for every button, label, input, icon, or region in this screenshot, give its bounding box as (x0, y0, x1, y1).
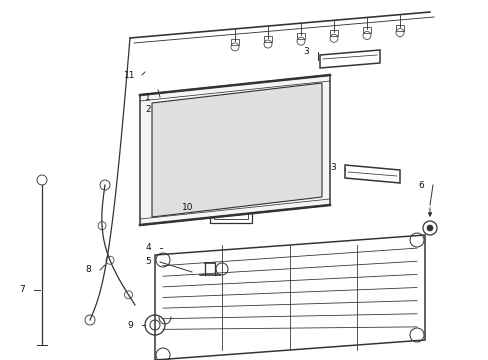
Text: 3: 3 (303, 48, 308, 57)
Bar (209, 195, 251, 223)
Text: 3: 3 (329, 163, 335, 172)
Text: 5: 5 (145, 257, 151, 266)
Text: 11: 11 (124, 71, 136, 80)
Text: 8: 8 (85, 266, 91, 274)
Bar (296, 33, 305, 39)
Bar (264, 36, 271, 42)
Text: 9: 9 (127, 320, 133, 329)
Polygon shape (140, 75, 329, 225)
Text: 1: 1 (145, 93, 151, 102)
Polygon shape (152, 83, 321, 217)
Text: 2: 2 (145, 105, 150, 114)
Bar (362, 27, 370, 33)
Text: 6: 6 (417, 180, 423, 189)
Text: 10: 10 (182, 202, 193, 211)
Bar (395, 24, 403, 31)
Bar (329, 30, 337, 36)
Circle shape (426, 225, 432, 231)
Text: 7: 7 (19, 285, 25, 294)
Bar (230, 39, 239, 45)
Bar (214, 199, 247, 219)
Text: 4: 4 (145, 243, 150, 252)
